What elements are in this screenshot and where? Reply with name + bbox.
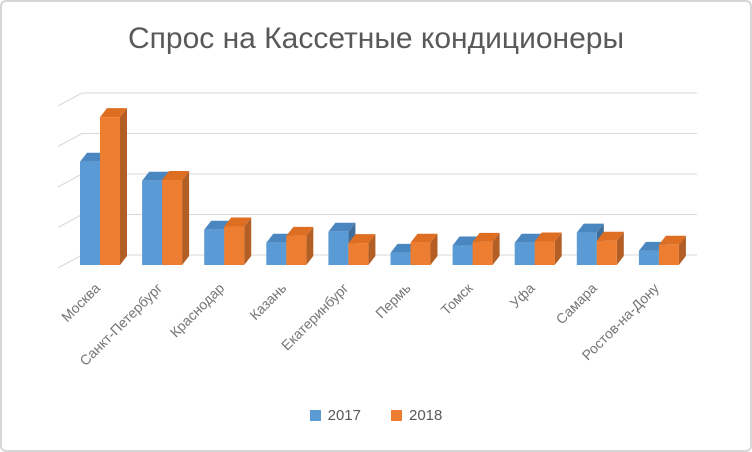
gridline-depth-tick bbox=[57, 214, 83, 228]
bar-top-2017-Самара bbox=[576, 223, 604, 233]
bar-top-2018-Ростов-на-Дону bbox=[658, 235, 686, 245]
bar-side-2018-Казань bbox=[306, 226, 314, 265]
x-axis-label-Пермь: Пермь bbox=[372, 280, 413, 321]
bar-2018-Казань[interactable] bbox=[286, 235, 307, 265]
bar-top-2018-Москва bbox=[100, 108, 127, 118]
bar-2017-Екатеринбург[interactable] bbox=[328, 231, 349, 265]
legend-item-2017[interactable]: 2017 bbox=[309, 407, 361, 424]
bar-side-2018-Ростов-на-Дону bbox=[678, 235, 686, 265]
bar-side-2018-Екатеринбург bbox=[368, 234, 376, 265]
bar-2017-Москва[interactable] bbox=[80, 161, 100, 265]
gridline-depth-tick bbox=[57, 133, 83, 147]
bar-top-2017-Санкт-Петербург bbox=[142, 171, 170, 181]
bar-2017-Казань[interactable] bbox=[266, 242, 287, 265]
bar-2017-Томск[interactable] bbox=[452, 245, 473, 265]
legend-swatch-2018-icon bbox=[391, 410, 402, 421]
bar-2017-Уфа[interactable] bbox=[514, 242, 535, 265]
chart-title: Спрос на Кассетные кондиционеры bbox=[127, 22, 625, 55]
bar-2017-Самара[interactable] bbox=[576, 232, 597, 265]
bar-2017-Краснодар[interactable] bbox=[204, 229, 225, 265]
gridline-depth-tick bbox=[57, 92, 83, 107]
bar-top-2017-Екатеринбург bbox=[328, 222, 356, 232]
x-axis-label-Краснодар: Краснодар bbox=[167, 280, 228, 341]
x-axis-label-Самара: Самара bbox=[553, 280, 601, 328]
bar-top-2018-Санкт-Петербург bbox=[162, 170, 190, 180]
bar-2018-Томск[interactable] bbox=[472, 241, 493, 265]
bar-2017-Ростов-на-Дону[interactable] bbox=[638, 250, 659, 265]
bar-2018-Москва[interactable] bbox=[100, 117, 120, 265]
x-axis-label-Томск: Томск bbox=[438, 279, 477, 318]
x-axis-label-Москва: Москва bbox=[58, 280, 103, 325]
legend-label-2018: 2018 bbox=[409, 407, 443, 424]
bar-side-2018-Краснодар bbox=[244, 217, 252, 265]
gridline-depth-tick bbox=[57, 173, 83, 188]
bar-top-2018-Екатеринбург bbox=[348, 234, 376, 244]
bar-2018-Екатеринбург[interactable] bbox=[348, 243, 369, 265]
bar-2017-Пермь[interactable] bbox=[390, 252, 411, 265]
chart-legend: 2017 2018 bbox=[2, 407, 750, 424]
bar-top-2017-Уфа bbox=[514, 233, 542, 243]
gridline-depth-tick bbox=[57, 254, 83, 269]
x-axis-label-Уфа: Уфа bbox=[507, 280, 538, 311]
bar-side-2018-Пермь bbox=[430, 233, 438, 265]
bar-side-2018-Самара bbox=[616, 231, 624, 265]
bar-top-2018-Казань bbox=[286, 226, 314, 236]
bar-top-2018-Самара bbox=[596, 231, 624, 241]
bar-top-2018-Томск bbox=[472, 232, 500, 242]
bar-2018-Санкт-Петербург[interactable] bbox=[162, 179, 183, 265]
bar-top-2018-Пермь bbox=[410, 233, 438, 243]
bar-2018-Самара[interactable] bbox=[596, 240, 617, 265]
bar-side-2018-Москва bbox=[120, 108, 127, 265]
legend-item-2018[interactable]: 2018 bbox=[391, 407, 442, 424]
bar-side-2018-Томск bbox=[492, 232, 500, 265]
bar-2018-Пермь[interactable] bbox=[410, 242, 431, 265]
bar-side-2018-Уфа bbox=[554, 232, 562, 265]
bar-2018-Уфа[interactable] bbox=[534, 241, 555, 265]
bar-2018-Краснодар[interactable] bbox=[224, 226, 245, 265]
bar-side-2018-Санкт-Петербург bbox=[182, 170, 190, 265]
bar-2018-Ростов-на-Дону[interactable] bbox=[658, 244, 679, 265]
bar-top-2018-Уфа bbox=[534, 232, 562, 242]
x-axis-label-Казань: Казань bbox=[246, 280, 289, 323]
bar-2017-Санкт-Петербург[interactable] bbox=[142, 180, 163, 265]
legend-swatch-2017-icon bbox=[309, 410, 321, 421]
legend-label-2017: 2017 bbox=[327, 407, 361, 424]
bar-top-2018-Краснодар bbox=[224, 217, 252, 227]
